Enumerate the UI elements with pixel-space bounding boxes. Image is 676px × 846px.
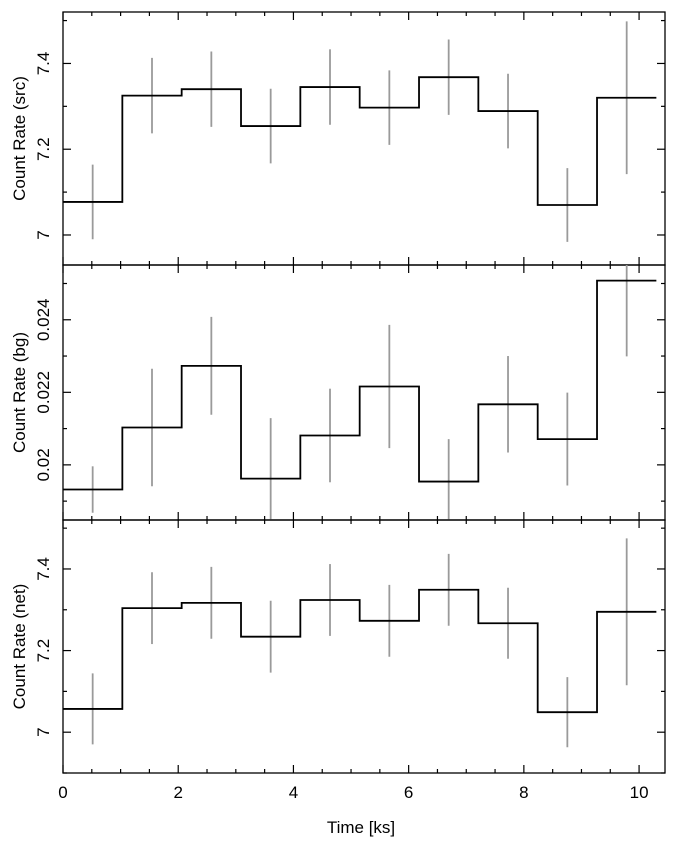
panel-frame (62, 519, 666, 774)
y-tick-label: 0.02 (34, 448, 53, 481)
x-tick-label: 8 (519, 783, 528, 802)
x-axis-label: Time [ks] (327, 818, 395, 837)
step-line (63, 588, 657, 714)
x-tick-label: 6 (404, 783, 413, 802)
x-tick-label: 0 (58, 783, 67, 802)
y-axis-label: Count Rate (src) (10, 76, 29, 201)
y-axis-label: Count Rate (bg) (10, 332, 29, 453)
x-tick-label: 4 (289, 783, 298, 802)
panel-3: 7 7.2 7.4 Count Rate (net) (10, 519, 666, 774)
y-tick-label: 7.4 (34, 52, 53, 76)
y-tick-label: 0.024 (34, 298, 53, 341)
step-line (63, 279, 657, 491)
y-axis-label: Count Rate (net) (10, 584, 29, 710)
y-tick-label: 0.022 (34, 371, 53, 414)
panel-2: 0.02 0.022 0.024 Count Rate (bg) (10, 264, 666, 521)
y-tick-label: 7.2 (34, 137, 53, 161)
x-tick-label: 2 (173, 783, 182, 802)
panel-frame (62, 264, 666, 521)
y-tick-label: 7 (34, 230, 53, 239)
step-line (63, 76, 657, 206)
panel-frame (62, 11, 666, 266)
y-tick-label: 7.2 (34, 639, 53, 663)
y-tick-label: 7 (34, 727, 53, 736)
y-tick-label: 7.4 (34, 557, 53, 581)
panel-1: 7 7.2 7.4 Count Rate (src) (10, 11, 666, 266)
x-tick-label: 10 (630, 783, 649, 802)
